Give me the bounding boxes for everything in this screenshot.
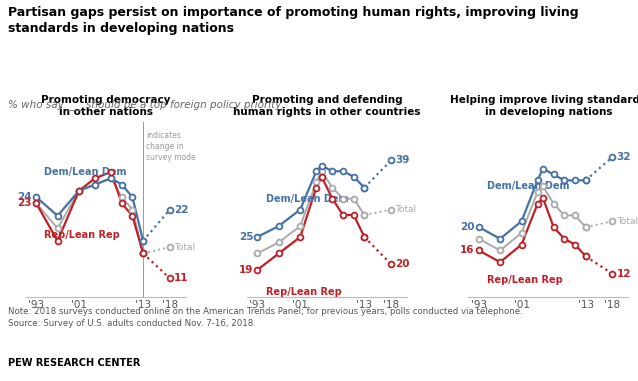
Text: 16: 16 bbox=[460, 245, 475, 255]
Title: Promoting and defending
human rights in other countries: Promoting and defending human rights in … bbox=[234, 94, 420, 117]
Text: 19: 19 bbox=[239, 265, 253, 275]
Text: 22: 22 bbox=[174, 205, 189, 215]
Text: Partisan gaps persist on importance of promoting human rights, improving living
: Partisan gaps persist on importance of p… bbox=[8, 6, 579, 35]
Text: Total: Total bbox=[396, 205, 417, 214]
Text: 24: 24 bbox=[17, 192, 32, 202]
Text: Dem/Lean Dem: Dem/Lean Dem bbox=[44, 167, 127, 177]
Text: % who say ___ should be a top foreign policy priority: % who say ___ should be a top foreign po… bbox=[8, 99, 281, 110]
Text: Dem/Lean Dem: Dem/Lean Dem bbox=[487, 181, 569, 191]
Text: 12: 12 bbox=[617, 269, 631, 279]
Title: Promoting democracy
in other nations: Promoting democracy in other nations bbox=[41, 94, 170, 117]
Text: Rep/Lean Rep: Rep/Lean Rep bbox=[265, 287, 341, 297]
Title: Helping improve living standards
in developing nations: Helping improve living standards in deve… bbox=[450, 94, 638, 117]
Text: 11: 11 bbox=[174, 274, 189, 283]
Text: Dem/Lean Dem: Dem/Lean Dem bbox=[265, 194, 348, 203]
Text: Total: Total bbox=[617, 217, 638, 226]
Text: Total: Total bbox=[174, 243, 195, 251]
Text: indicates
change in
survey mode: indicates change in survey mode bbox=[145, 131, 195, 162]
Text: 20: 20 bbox=[460, 222, 475, 232]
Text: PEW RESEARCH CENTER: PEW RESEARCH CENTER bbox=[8, 358, 140, 368]
Text: Rep/Lean Rep: Rep/Lean Rep bbox=[44, 230, 120, 240]
Text: 25: 25 bbox=[239, 232, 253, 242]
Text: Note: 2018 surveys conducted online on the American Trends Panel; for previous y: Note: 2018 surveys conducted online on t… bbox=[8, 307, 523, 328]
Text: 23: 23 bbox=[17, 198, 32, 208]
Text: 20: 20 bbox=[396, 259, 410, 269]
Text: 32: 32 bbox=[617, 152, 631, 162]
Text: 39: 39 bbox=[396, 155, 410, 165]
Text: Rep/Lean Rep: Rep/Lean Rep bbox=[487, 275, 563, 285]
